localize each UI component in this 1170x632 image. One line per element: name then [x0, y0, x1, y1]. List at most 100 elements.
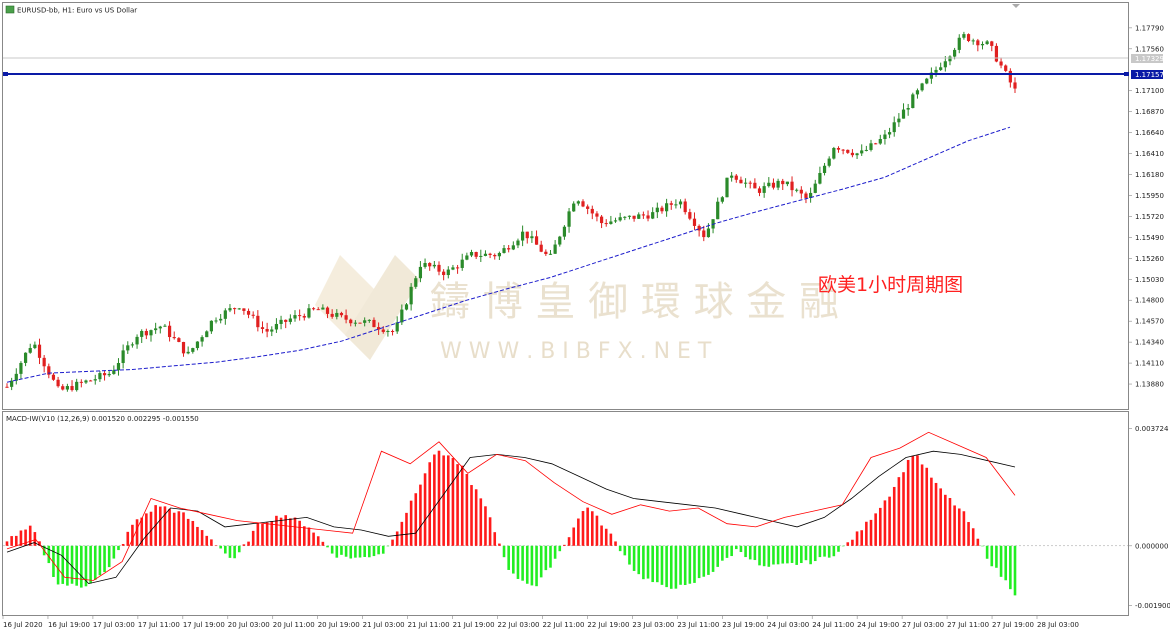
level-left-handle[interactable] [3, 72, 8, 76]
candle [702, 225, 706, 242]
macd-bar [93, 545, 97, 580]
macd-bar [460, 465, 464, 546]
candle [302, 313, 306, 321]
candle [311, 307, 316, 311]
macd-bar [716, 545, 720, 567]
macd-bar [665, 545, 668, 588]
macd-bar [679, 545, 682, 585]
candle [377, 322, 381, 335]
macd-bar [372, 545, 376, 557]
candle [665, 198, 669, 217]
candle [404, 303, 409, 311]
macd-bar [623, 545, 627, 556]
macd-bar [823, 545, 826, 557]
macd-bar [456, 464, 459, 546]
macd-bar [172, 512, 176, 546]
candle [1004, 64, 1008, 73]
watermark: 鑄 博 皇 御 環 球 金 融 W W W . B I B F X . N E … [315, 255, 839, 364]
candle [502, 244, 506, 254]
candle [386, 329, 390, 337]
svg-text:1.17329: 1.17329 [1135, 55, 1164, 63]
candle [42, 355, 46, 373]
candle [5, 383, 9, 388]
macd-bar [995, 545, 998, 568]
candle [730, 172, 734, 182]
macd-bar [344, 545, 348, 557]
macd-bar [651, 545, 654, 583]
candle [558, 235, 562, 247]
candle [28, 343, 32, 354]
macd-bar [47, 545, 51, 564]
candle [493, 253, 497, 260]
level-right-handle[interactable] [1124, 72, 1129, 76]
candle [270, 326, 274, 337]
time-tick-label: 16 Jul 2020 [3, 621, 43, 629]
macd-bar [674, 545, 678, 589]
header: EURUSD-bb, H1: Euro vs US Dollar [5, 4, 1020, 15]
candle [451, 264, 455, 271]
candle [841, 148, 845, 155]
macd-bar [414, 493, 418, 546]
macd-bar [776, 545, 780, 565]
macd-bar [985, 545, 989, 559]
candle [37, 338, 42, 365]
macd-bar [512, 545, 515, 574]
candle [971, 38, 975, 45]
candle [572, 201, 576, 212]
macd-bar [990, 545, 994, 567]
time-tick-label: 20 Jul 11:00 [273, 621, 315, 629]
candle [265, 322, 269, 338]
candle [446, 266, 450, 279]
time-tick-label: 24 Jul 11:00 [812, 621, 854, 629]
price-tick-label: 1.17560 [1135, 45, 1164, 53]
candle [646, 210, 650, 222]
candle [892, 116, 896, 137]
macd-bar [400, 521, 404, 546]
candle [836, 146, 841, 153]
candle [883, 129, 887, 145]
candle [293, 310, 297, 322]
macd-bar [474, 489, 478, 546]
candle [660, 205, 664, 214]
price-tick-label: 1.17100 [1135, 87, 1164, 95]
candle [683, 198, 687, 215]
candle [256, 310, 260, 332]
candle [251, 311, 255, 319]
candle [56, 376, 60, 388]
candle [112, 365, 116, 375]
time-tick-label: 23 Jul 19:00 [722, 621, 764, 629]
macd-bar [948, 498, 952, 546]
macd-bar [944, 494, 947, 546]
macd-bar [925, 467, 929, 546]
level-price-tag: 1.17157 [1131, 70, 1164, 79]
candle [316, 307, 320, 311]
candle [678, 199, 683, 209]
macd-bar [577, 518, 580, 546]
macd-bar [298, 520, 301, 546]
candle [725, 177, 729, 198]
time-tick-label: 21 Jul 19:00 [453, 621, 495, 629]
candle [637, 212, 641, 220]
macd-bar [191, 520, 195, 546]
candle [19, 361, 23, 379]
macd-bar [521, 545, 524, 581]
candle [23, 352, 28, 367]
candle [911, 92, 915, 109]
macd-bar [702, 545, 706, 577]
macd-bar [312, 532, 315, 546]
macd-bar [5, 541, 9, 546]
candle [534, 230, 539, 245]
candle [98, 371, 102, 382]
macd-bar [855, 531, 859, 546]
candle [237, 307, 241, 310]
candle [586, 204, 590, 215]
candle [632, 215, 636, 222]
macd-bar [609, 533, 613, 546]
macd-bar [930, 477, 933, 546]
macd-bar [558, 545, 562, 552]
candle [604, 219, 608, 227]
macd-bar [1013, 545, 1017, 596]
macd-bar [182, 512, 185, 546]
candle [651, 207, 655, 220]
macd-bar [275, 515, 278, 546]
